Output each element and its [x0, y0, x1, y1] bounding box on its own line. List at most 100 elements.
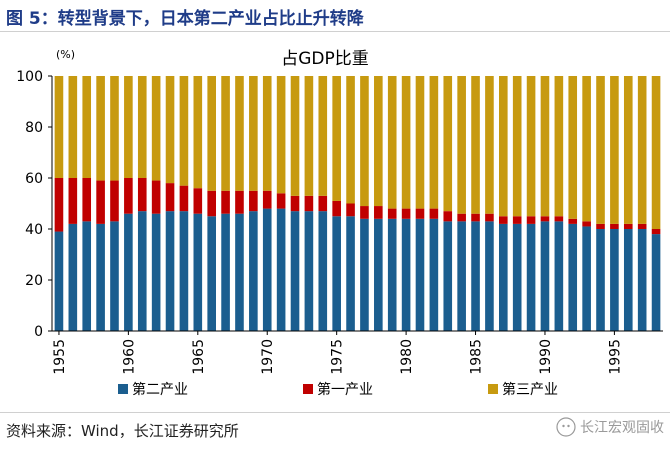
bar-第一产业-1966 — [207, 190, 216, 217]
bar-第二产业-1998 — [651, 234, 661, 331]
bar-第一产业-1993 — [582, 221, 591, 227]
bar-第一产业-1972 — [290, 195, 300, 212]
bar-第二产业-1972 — [290, 211, 300, 331]
bar-第三产业-1964 — [179, 76, 189, 186]
bar-第二产业-1955 — [54, 231, 64, 331]
bar-第二产业-1984 — [457, 221, 466, 331]
bar-第一产业-1963 — [165, 183, 175, 212]
bar-第一产业-1988 — [512, 216, 522, 224]
bar-第三产业-1958 — [96, 76, 105, 181]
bar-第三产业-1960 — [124, 76, 133, 178]
bar-第三产业-1995 — [610, 76, 619, 224]
bar-第一产业-1970 — [262, 190, 272, 209]
bar-第一产业-1998 — [651, 229, 661, 235]
bar-第三产业-1977 — [360, 76, 369, 207]
bar-第三产业-1956 — [68, 76, 78, 178]
x-tick-label: 1975 — [330, 339, 346, 375]
bar-第一产业-1979 — [387, 208, 397, 219]
figure-title: 图 5：转型背景下，日本第二产业占比止升转降 — [6, 9, 364, 29]
bar-第三产业-1986 — [485, 76, 494, 214]
bar-第一产业-1960 — [124, 178, 133, 214]
bar-第三产业-1961 — [137, 76, 147, 178]
bar-第一产业-1956 — [68, 178, 78, 224]
legend: 第二产业 第一产业 第三产业 — [118, 381, 558, 398]
bar-第二产业-1957 — [82, 221, 92, 331]
bar-第一产业-1980 — [401, 208, 411, 219]
bar-第一产业-1968 — [235, 190, 244, 214]
bar-第一产业-1977 — [360, 206, 369, 219]
x-tick-label: 1990 — [538, 339, 554, 375]
bar-第二产业-1961 — [137, 211, 147, 331]
bar-第二产业-1963 — [165, 211, 175, 331]
bar-第一产业-1989 — [526, 216, 536, 224]
y-tick-label: 20 — [25, 273, 43, 289]
bar-第二产业-1994 — [596, 229, 605, 331]
bar-第一产业-1994 — [596, 223, 605, 229]
bar-第二产业-1985 — [471, 221, 480, 331]
bar-第二产业-1962 — [151, 213, 161, 331]
bar-第一产业-1967 — [221, 190, 230, 214]
bar-第二产业-1981 — [415, 218, 425, 331]
bar-第二产业-1968 — [235, 213, 244, 331]
bar-第三产业-1988 — [512, 76, 522, 217]
bar-第三产业-1955 — [54, 76, 64, 178]
bar-第三产业-1996 — [623, 76, 633, 224]
bar-第二产业-1995 — [610, 229, 619, 331]
bar-第一产业-1981 — [415, 208, 425, 219]
bar-第二产业-1987 — [499, 223, 508, 331]
bar-第三产业-1981 — [415, 76, 425, 209]
bar-第一产业-1955 — [54, 178, 64, 232]
legend-swatch-第二产业 — [118, 384, 128, 394]
bar-第三产业-1963 — [165, 76, 175, 184]
bar-第三产业-1976 — [346, 76, 355, 204]
bar-第三产业-1966 — [207, 76, 216, 191]
bar-第一产业-1959 — [110, 180, 119, 222]
bar-第二产业-1971 — [276, 208, 286, 331]
x-tick-label: 1960 — [121, 339, 137, 375]
bar-第二产业-1996 — [623, 229, 633, 331]
x-tick-label: 1985 — [469, 339, 485, 375]
legend-swatch-第三产业 — [488, 384, 498, 394]
bar-第三产业-1990 — [540, 76, 550, 217]
bar-第二产业-1976 — [346, 216, 355, 331]
legend-label-第一产业: 第一产业 — [317, 381, 373, 398]
bar-第二产业-1991 — [554, 221, 564, 331]
bar-第二产业-1966 — [207, 216, 216, 331]
bar-第二产业-1988 — [512, 223, 522, 331]
bar-第一产业-1958 — [96, 180, 105, 224]
y-unit-label: (%) — [56, 48, 75, 61]
x-tick-label: 1995 — [607, 339, 623, 375]
bar-第二产业-1965 — [193, 213, 203, 331]
legend-label-第二产业: 第二产业 — [132, 381, 188, 398]
bar-第二产业-1967 — [221, 213, 230, 331]
bar-第二产业-1977 — [360, 218, 369, 331]
bar-第一产业-1976 — [346, 203, 355, 217]
bar-第一产业-1962 — [151, 180, 161, 214]
bar-第一产业-1969 — [249, 190, 258, 212]
bar-第二产业-1978 — [374, 218, 383, 331]
bar-第二产业-1964 — [179, 211, 189, 331]
bar-第三产业-1991 — [554, 76, 564, 217]
title-divider — [0, 31, 670, 32]
bar-第三产业-1994 — [596, 76, 605, 224]
bar-第三产业-1980 — [401, 76, 411, 209]
bar-第一产业-1982 — [429, 208, 439, 219]
bar-第三产业-1965 — [193, 76, 203, 189]
bar-第三产业-1962 — [151, 76, 161, 181]
bar-第三产业-1982 — [429, 76, 439, 209]
bar-第三产业-1975 — [332, 76, 341, 201]
bar-第一产业-1957 — [82, 178, 92, 222]
bar-第三产业-1968 — [235, 76, 244, 191]
bar-第二产业-1980 — [401, 218, 411, 331]
legend-label-第三产业: 第三产业 — [502, 381, 558, 398]
x-tick-label: 1955 — [52, 339, 68, 375]
bar-第一产业-1997 — [637, 223, 647, 229]
bar-第二产业-1969 — [249, 211, 258, 331]
bar-第二产业-1993 — [582, 226, 591, 331]
bar-第二产业-1990 — [540, 221, 550, 331]
chart-title: 占GDP比重 — [281, 49, 369, 69]
bar-第二产业-1970 — [262, 208, 272, 331]
bar-第二产业-1956 — [68, 223, 78, 331]
bar-第一产业-1978 — [374, 206, 383, 219]
bar-第三产业-1972 — [290, 76, 300, 196]
